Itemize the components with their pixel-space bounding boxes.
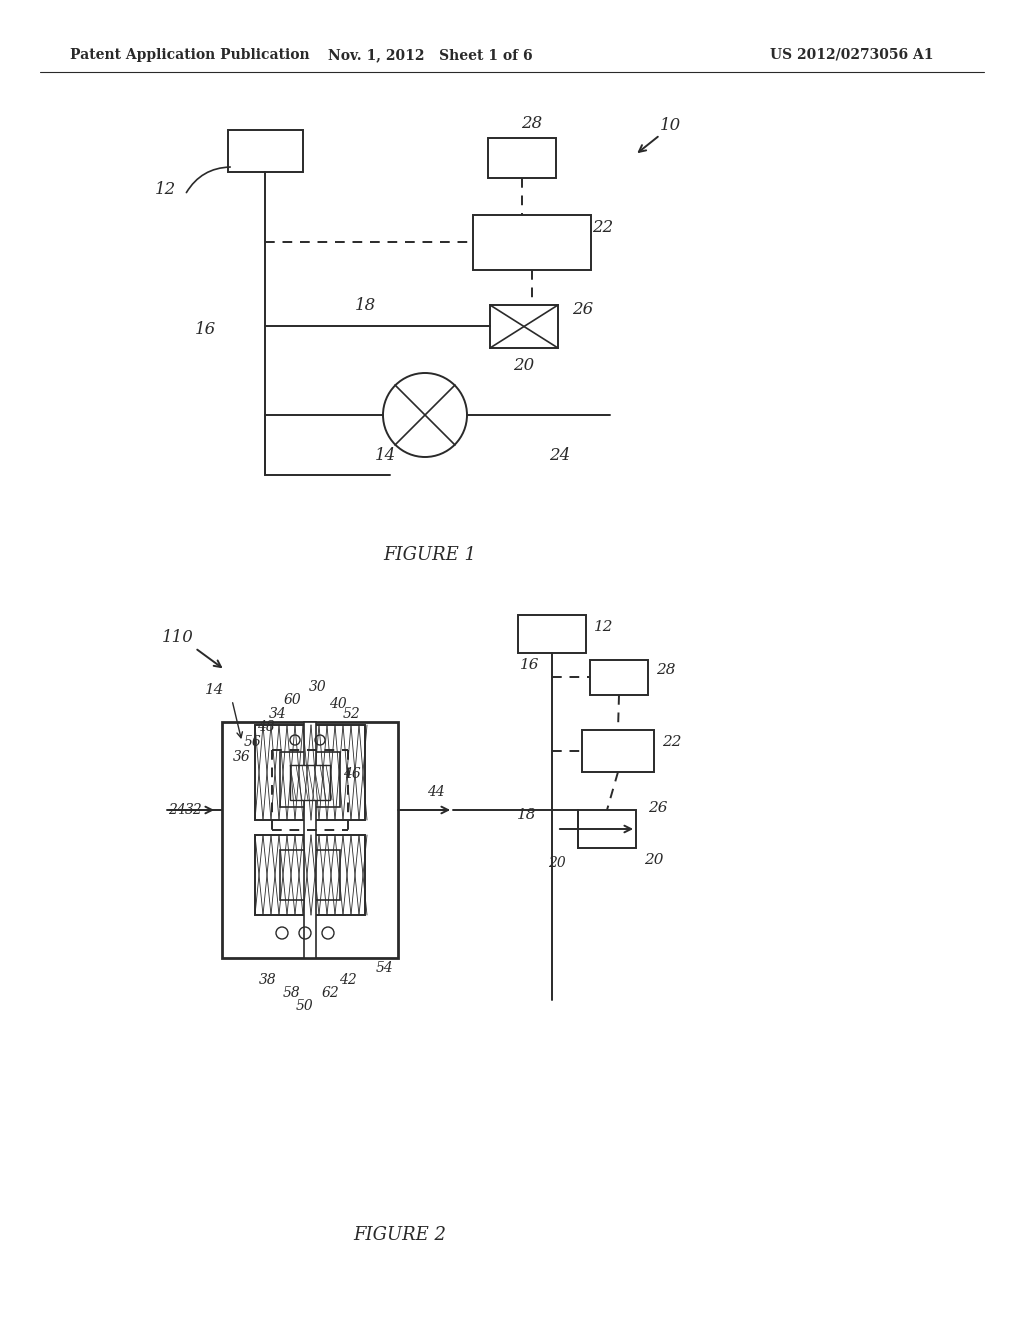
- Text: Nov. 1, 2012   Sheet 1 of 6: Nov. 1, 2012 Sheet 1 of 6: [328, 48, 532, 62]
- Text: 60: 60: [283, 693, 301, 708]
- Text: 24: 24: [549, 446, 570, 463]
- Text: 20: 20: [644, 853, 664, 867]
- Text: 32: 32: [185, 803, 203, 817]
- Bar: [280, 752, 340, 807]
- Bar: [255, 836, 365, 915]
- Text: 30: 30: [309, 680, 327, 694]
- Text: 26: 26: [648, 801, 668, 814]
- Bar: [590, 660, 648, 696]
- Text: 54: 54: [376, 961, 394, 975]
- Text: 10: 10: [659, 116, 681, 133]
- Text: 24: 24: [168, 803, 186, 817]
- Text: 110: 110: [162, 630, 194, 647]
- Text: 62: 62: [322, 986, 339, 1001]
- Bar: [518, 615, 586, 653]
- Text: 22: 22: [592, 219, 613, 235]
- Text: 56: 56: [244, 735, 262, 748]
- Text: 20: 20: [513, 358, 535, 375]
- Text: 38: 38: [259, 973, 276, 987]
- Text: 26: 26: [572, 301, 594, 318]
- Text: 52: 52: [343, 708, 360, 721]
- Bar: [255, 725, 365, 820]
- Bar: [304, 722, 316, 958]
- Text: US 2012/0273056 A1: US 2012/0273056 A1: [770, 48, 934, 62]
- Text: 18: 18: [354, 297, 376, 314]
- Text: FIGURE 2: FIGURE 2: [353, 1226, 446, 1243]
- Text: 28: 28: [521, 115, 543, 132]
- Text: 48: 48: [257, 719, 274, 734]
- Bar: [490, 305, 558, 348]
- Text: FIGURE 1: FIGURE 1: [384, 546, 476, 564]
- Text: 14: 14: [375, 446, 395, 463]
- Bar: [228, 129, 303, 172]
- Bar: [222, 722, 398, 958]
- Text: 14: 14: [205, 682, 224, 697]
- Text: 40: 40: [329, 697, 347, 711]
- Text: 20: 20: [548, 855, 566, 870]
- Text: 50: 50: [296, 999, 314, 1012]
- Text: 18: 18: [517, 808, 537, 822]
- Bar: [473, 215, 591, 271]
- Bar: [578, 810, 636, 847]
- Text: Patent Application Publication: Patent Application Publication: [70, 48, 309, 62]
- Text: 22: 22: [663, 735, 682, 748]
- Text: 46: 46: [343, 767, 360, 781]
- Text: 58: 58: [283, 986, 301, 1001]
- Text: 12: 12: [594, 620, 613, 634]
- Text: 36: 36: [233, 750, 251, 764]
- Text: 16: 16: [520, 657, 540, 672]
- Bar: [488, 139, 556, 178]
- Bar: [582, 730, 654, 772]
- Bar: [290, 766, 330, 800]
- Bar: [280, 850, 340, 900]
- Text: 16: 16: [195, 322, 216, 338]
- Text: 44: 44: [427, 785, 444, 799]
- Text: 12: 12: [155, 181, 176, 198]
- Text: 42: 42: [339, 973, 357, 987]
- Text: 28: 28: [656, 663, 676, 677]
- Text: 34: 34: [269, 708, 287, 721]
